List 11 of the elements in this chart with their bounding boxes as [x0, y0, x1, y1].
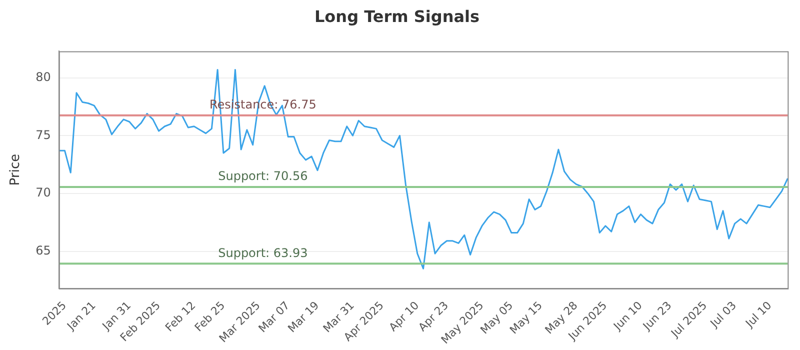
ref-line-label: Support: 70.56 [218, 169, 308, 184]
y-tick-label: 70 [36, 186, 51, 200]
chart-title: Long Term Signals [314, 6, 480, 26]
x-tick-label: Jul 10 [742, 298, 774, 331]
y-tick-label: 75 [36, 128, 51, 142]
y-axis-title: Price [8, 154, 24, 186]
ref-line-label: Support: 63.93 [218, 246, 308, 260]
y-tick-label: 65 [36, 243, 51, 258]
x-tick-label: Jan 21 [64, 298, 98, 334]
x-tick-label: Jul 03 [707, 298, 739, 331]
y-tick-label: 80 [36, 70, 51, 84]
